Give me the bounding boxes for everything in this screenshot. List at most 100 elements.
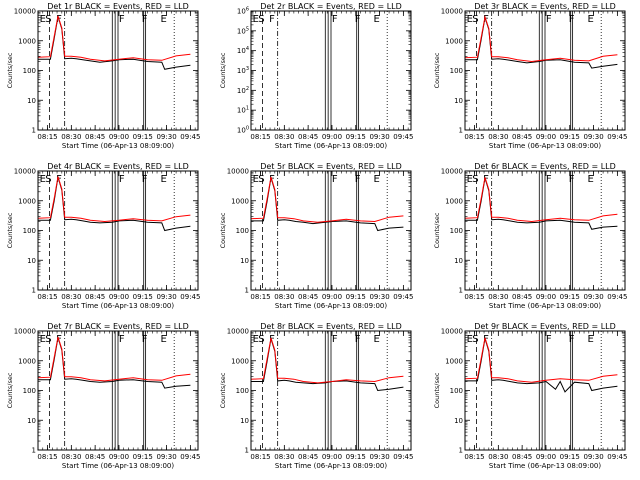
- series-lld-line: [464, 337, 618, 383]
- x-axis-label: Start Time (06-Apr-13 08:09:00): [489, 302, 601, 310]
- x-tick-label: 09:15: [560, 293, 580, 301]
- x-tick-label: 09:45: [180, 293, 200, 301]
- flag-label: S: [45, 14, 51, 25]
- x-tick-label: 08:15: [37, 293, 57, 301]
- flag-label: S: [472, 14, 478, 25]
- y-tick-label: 10000: [441, 168, 463, 176]
- x-axis-label: Start Time (06-Apr-13 08:09:00): [489, 462, 601, 470]
- y-tick-label: 10000: [227, 328, 249, 336]
- y-axis-label: Counts/sec: [433, 212, 441, 248]
- x-tick-label: 09:30: [369, 133, 389, 141]
- x-tick-label: 09:30: [583, 133, 603, 141]
- x-tick-label: 09:45: [180, 453, 200, 461]
- y-tick-label: 104: [237, 46, 249, 55]
- x-tick-label: 08:45: [298, 293, 318, 301]
- y-tick-label: 100: [236, 387, 249, 395]
- series-lld-line: [250, 176, 404, 223]
- flag-label: F: [483, 334, 489, 345]
- y-tick-label: 105: [237, 26, 249, 35]
- series-lld-line: [37, 15, 191, 62]
- y-tick-label: 1: [459, 287, 463, 295]
- x-axis-label: Start Time (06-Apr-13 08:09:00): [275, 462, 387, 470]
- y-tick-label: 1: [245, 287, 249, 295]
- x-axis-label: Start Time (06-Apr-13 08:09:00): [275, 302, 387, 310]
- x-tick-label: 09:15: [133, 293, 153, 301]
- flag-label: E: [161, 14, 167, 25]
- y-tick-label: 10: [454, 97, 463, 105]
- y-tick-label: 1: [32, 287, 36, 295]
- y-tick-label: 101: [237, 106, 249, 115]
- x-tick-label: 09:30: [369, 293, 389, 301]
- x-tick-label: 08:45: [512, 293, 532, 301]
- x-tick-label: 08:30: [274, 453, 294, 461]
- y-tick-label: 10: [27, 97, 36, 105]
- y-tick-label: 1000: [231, 357, 249, 365]
- flag-label: E: [374, 14, 380, 25]
- x-tick-label: 09:45: [393, 293, 413, 301]
- x-tick-label: 08:30: [274, 293, 294, 301]
- x-tick-label: 09:30: [156, 133, 176, 141]
- flag-label: S: [258, 174, 264, 185]
- flag-label: S: [472, 334, 478, 345]
- y-tick-label: 10000: [227, 168, 249, 176]
- flag-label: F: [546, 174, 552, 185]
- x-tick-label: 09:15: [133, 133, 153, 141]
- x-tick-label: 09:00: [322, 133, 342, 141]
- y-tick-label: 10000: [14, 168, 36, 176]
- y-tick-label: 100: [23, 227, 36, 235]
- flag-label: E: [40, 174, 46, 185]
- y-tick-label: 10000: [14, 8, 36, 16]
- flag-label: F: [119, 174, 125, 185]
- flag-label: E: [374, 174, 380, 185]
- flag-label: E: [588, 174, 594, 185]
- flag-label: E: [467, 14, 473, 25]
- flag-label: E: [253, 334, 259, 345]
- x-tick-label: 09:00: [109, 133, 129, 141]
- flag-label: E: [40, 14, 46, 25]
- series-lld-line: [250, 337, 404, 384]
- flag-label: S: [45, 174, 51, 185]
- x-axis-label: Start Time (06-Apr-13 08:09:00): [62, 462, 174, 470]
- series-lld-line: [37, 336, 191, 382]
- x-tick-label: 09:45: [180, 133, 200, 141]
- x-tick-label: 09:45: [393, 133, 413, 141]
- x-tick-label: 09:15: [346, 453, 366, 461]
- y-tick-label: 10000: [441, 328, 463, 336]
- y-tick-label: 1000: [18, 197, 36, 205]
- y-tick-label: 10: [240, 417, 249, 425]
- y-tick-label: 10: [454, 257, 463, 265]
- flag-label: F: [569, 334, 575, 345]
- flag-label: S: [45, 334, 51, 345]
- y-axis-label: Counts/sec: [6, 372, 14, 408]
- x-tick-label: 09:00: [109, 453, 129, 461]
- y-tick-label: 100: [450, 227, 463, 235]
- x-tick-label: 08:45: [298, 453, 318, 461]
- panel-title: Det 8r BLACK = Events, RED = LLD: [260, 322, 402, 331]
- y-tick-label: 103: [237, 66, 249, 75]
- panel-title: Det 3r BLACK = Events, RED = LLD: [474, 2, 616, 11]
- x-tick-label: 08:15: [250, 133, 270, 141]
- y-tick-label: 102: [237, 86, 249, 95]
- x-tick-label: 08:30: [61, 453, 81, 461]
- flag-label: E: [467, 334, 473, 345]
- x-tick-label: 09:15: [133, 453, 153, 461]
- panel-title: Det 2r BLACK = Events, RED = LLD: [260, 2, 402, 11]
- x-tick-label: 08:30: [274, 133, 294, 141]
- y-tick-label: 100: [236, 227, 249, 235]
- flag-label: S: [258, 14, 264, 25]
- flag-label: F: [355, 334, 361, 345]
- flag-label: F: [355, 174, 361, 185]
- flag-label: F: [119, 14, 125, 25]
- x-axis-label: Start Time (06-Apr-13 08:09:00): [62, 142, 174, 150]
- y-tick-label: 1000: [231, 197, 249, 205]
- y-tick-label: 106: [237, 7, 249, 16]
- series-lld-line: [37, 176, 191, 223]
- panel-title: Det 6r BLACK = Events, RED = LLD: [474, 162, 616, 171]
